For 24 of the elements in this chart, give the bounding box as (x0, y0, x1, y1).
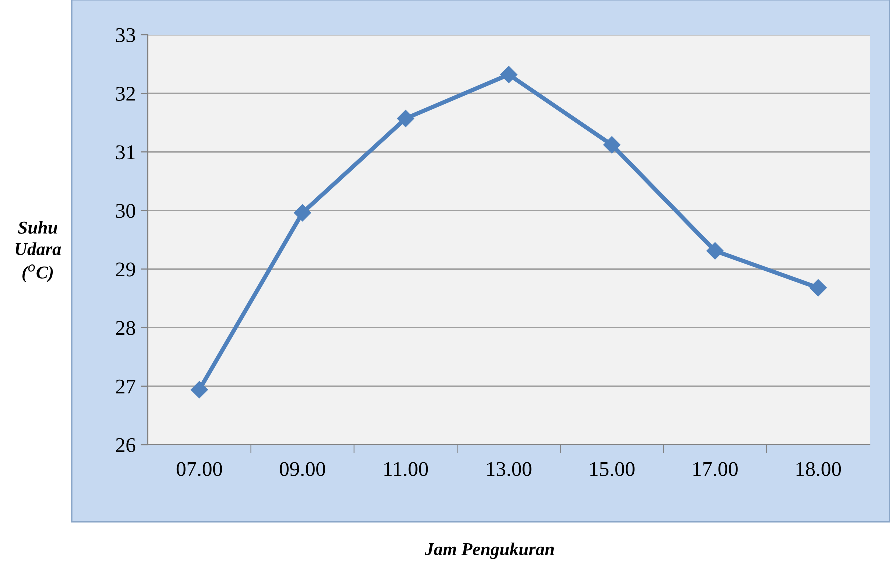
y-axis-title: Suhu Udara ($^{o}$C) (16, 221, 62, 283)
x-tick-label: 09.00 (280, 462, 326, 476)
point (500, 66, 518, 84)
point (397, 110, 414, 128)
point (810, 279, 827, 297)
y-tick-label: 31 (116, 146, 135, 160)
point (191, 381, 208, 398)
x-tick-label: 17.00 (694, 462, 738, 476)
y-tick-label: 33 (116, 28, 136, 42)
y-tick-label: 28 (116, 321, 136, 336)
point (604, 136, 621, 154)
x-tick-label: 15.00 (590, 462, 635, 476)
x-tick-label: 13.00 (487, 462, 532, 476)
x-tick-label: 07.00 (176, 462, 222, 476)
point (294, 204, 312, 222)
y-tick-label: 30 (116, 204, 136, 218)
point (706, 242, 724, 260)
y-tick-label: 26 (116, 438, 136, 452)
y-tick-label: 27 (116, 380, 136, 394)
x-tick-label: 11.00 (384, 462, 428, 476)
x-axis-title: Jam Pengukuran (425, 542, 554, 560)
y-tick-label: 29 (116, 262, 136, 277)
x-tick-label: 18.00 (796, 462, 842, 476)
y-tick-label: 32 (116, 87, 136, 102)
